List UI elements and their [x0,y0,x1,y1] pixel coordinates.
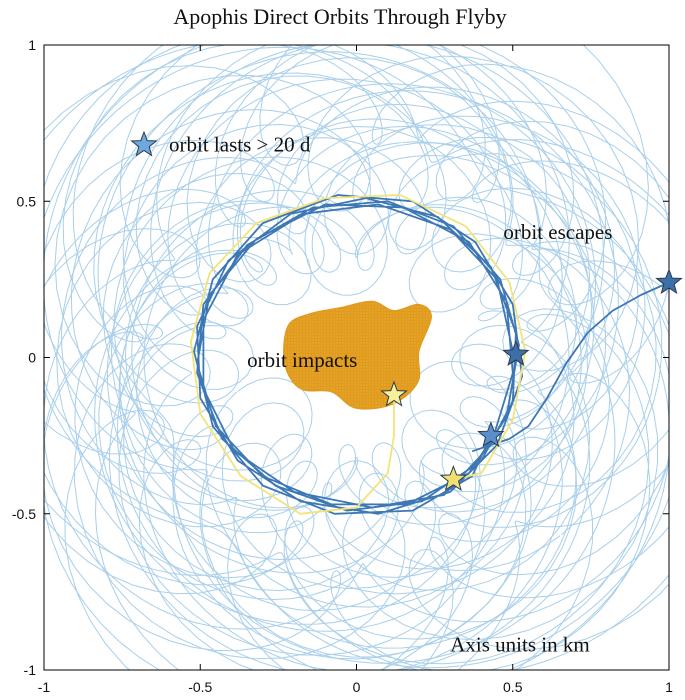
y-tick-label: 0 [28,350,36,366]
star-marker [477,421,505,448]
background-loop [131,189,582,526]
y-tick-label: 0.5 [17,193,37,209]
annotation-label: Axis units in km [450,632,589,656]
background-loop [110,125,563,595]
background-loop [44,45,669,670]
y-tick-label: 1 [28,37,36,53]
x-tick-label: -1 [38,679,51,695]
background-loop [44,45,669,670]
background-loop [102,103,611,612]
orbit-markers [130,130,683,492]
y-tick-label: -1 [24,662,37,678]
x-tick-label: 0 [353,679,361,695]
background-loop [44,45,669,670]
star-marker [380,380,408,407]
star-marker [130,130,158,157]
background-loop [124,125,588,590]
x-tick-label: 1 [665,679,673,695]
background-loop [44,46,669,669]
background-loop [113,142,593,608]
annotation-label: orbit impacts [247,348,357,372]
background-loop [97,51,616,664]
background-loop [119,118,575,570]
background-loop [44,45,669,670]
background-loop [56,57,657,658]
star-marker [655,268,683,295]
background-loop [70,109,646,660]
background-loop [98,78,631,601]
annotations: orbit lasts > 20 d orbit escapes orbit imp… [169,132,612,656]
orbit-series-0 [193,194,523,515]
star-marker [502,339,530,367]
background-loop [136,137,578,578]
background-loop [93,72,663,656]
background-loop [123,123,591,592]
background-loop [44,45,669,630]
axis-ticks: -1 -0.5 0 0.5 1 1 0.5 0 -0.5 -1 [12,37,673,695]
annotation-label: orbit lasts > 20 d [169,132,311,156]
chart-title: Apophis Direct Orbits Through Flyby [173,4,506,29]
y-tick-label: -0.5 [12,506,36,522]
star-marker [439,464,468,492]
x-tick-label: 0.5 [503,679,523,695]
background-loop [44,45,669,670]
background-loop [74,75,639,640]
background-loop [44,45,669,670]
annotation-label: orbit escapes [503,220,612,244]
x-tick-label: -0.5 [188,679,212,695]
